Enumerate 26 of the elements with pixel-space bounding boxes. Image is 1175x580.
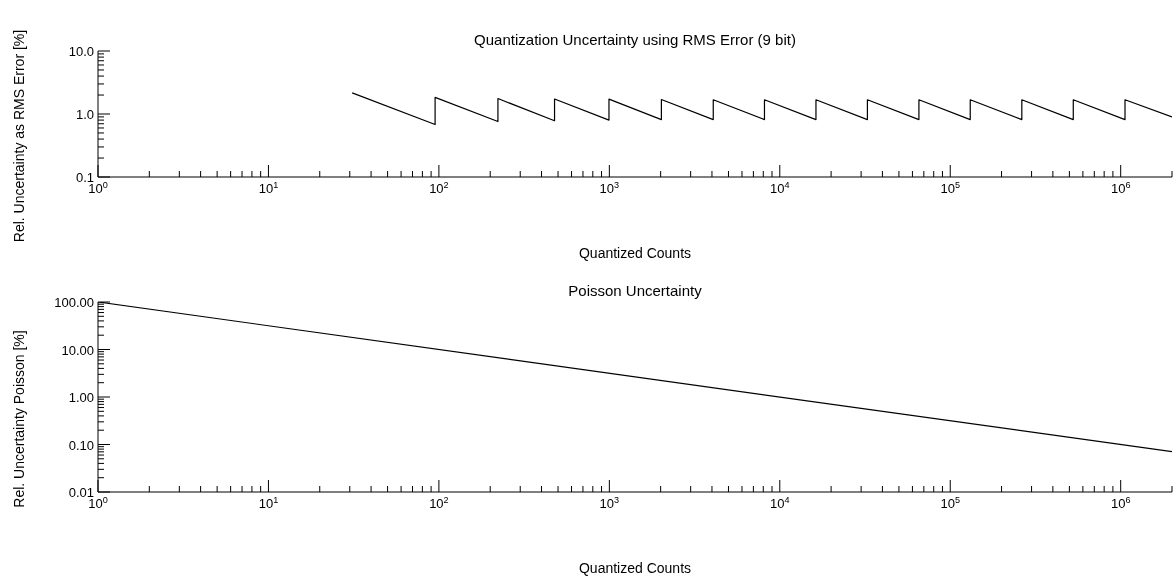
y-tick-label: 1.0 xyxy=(75,107,94,122)
y-tick-label: 100.00 xyxy=(54,295,94,310)
x-tick-label: 10$^{5}$ xyxy=(940,495,961,511)
chart-title: Poisson Uncertainty xyxy=(567,282,703,299)
x-tick-label: 10$^{6}$ xyxy=(1110,495,1131,511)
x-axis-title: Quantized Counts xyxy=(577,560,693,576)
x-tick-label: 10$^{4}$ xyxy=(770,180,790,196)
y-tick-label: 0.1 xyxy=(75,170,94,185)
x-tick-label: 10$^{1}$ xyxy=(258,180,279,196)
x-tick-label: 10$^{3}$ xyxy=(599,495,620,511)
x-tick-label: 10$^{2}$ xyxy=(429,180,449,196)
x-tick-label: 10$^{2}$ xyxy=(429,495,449,511)
y-axis-title: Rel. Uncertainty Poisson [%] xyxy=(11,330,27,508)
x-tick-label: 10$^{6}$ xyxy=(1110,180,1131,196)
y-tick-label: 1.00 xyxy=(68,390,94,405)
x-tick-label: 10$^{1}$ xyxy=(258,495,279,511)
y-tick-label: 0.10 xyxy=(68,437,94,453)
x-tick-label: 10$^{5}$ xyxy=(940,180,961,196)
y-tick-label: 10.00 xyxy=(61,342,94,358)
y-tick-label: 10.0 xyxy=(68,44,94,59)
y-tick-label: 0.01 xyxy=(68,485,94,500)
x-axis-title: Quantized Counts xyxy=(577,245,693,261)
y-axis-title: Rel. Uncertainty as RMS Error [%] xyxy=(11,29,27,243)
x-tick-label: 10$^{4}$ xyxy=(770,495,790,511)
chart-title: Quantization Uncertainty using RMS Error (9 bit) xyxy=(473,31,797,48)
x-tick-label: 10$^{3}$ xyxy=(599,180,620,196)
